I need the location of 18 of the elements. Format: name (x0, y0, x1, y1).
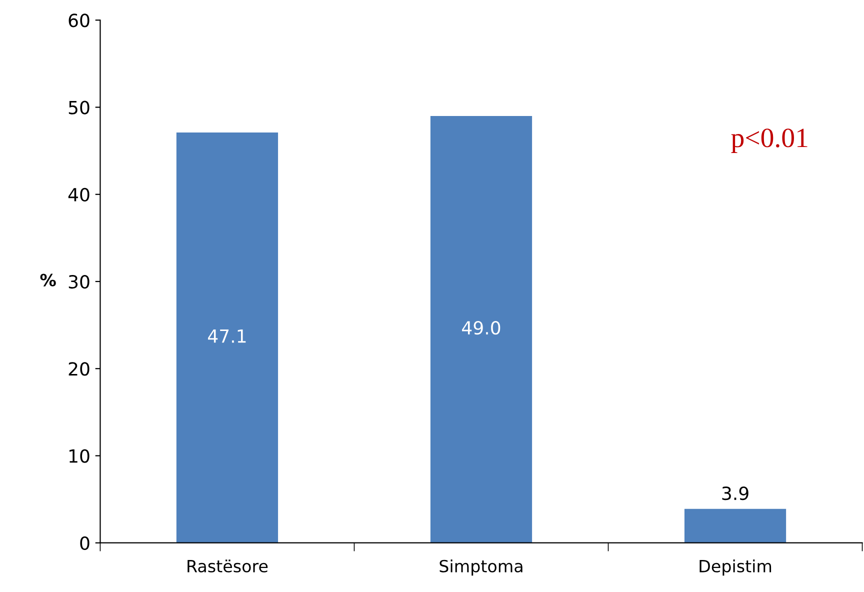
annotation: p<0.01 (731, 128, 808, 153)
y-tick-label: 50 (68, 100, 90, 114)
y-tick-label: 30 (68, 274, 90, 289)
y-tick-label: 0 (80, 536, 90, 550)
y-axis-title: % (40, 274, 56, 286)
data-label: 3.9 (722, 486, 748, 500)
data-label: 47.1 (208, 330, 246, 343)
y-tick-label: 40 (68, 188, 90, 202)
bar (684, 508, 786, 543)
bar (430, 116, 532, 543)
y-tick-label: 20 (68, 362, 90, 376)
bar (176, 132, 278, 543)
data-label: 49.0 (462, 320, 500, 335)
x-tick-label: Rastësore (188, 560, 268, 572)
y-tick-label: 10 (70, 449, 90, 463)
x-tick-label: Simptoma (440, 560, 522, 576)
x-tick-label: Depistim (700, 560, 772, 576)
y-tick-label: 60 (68, 14, 90, 28)
